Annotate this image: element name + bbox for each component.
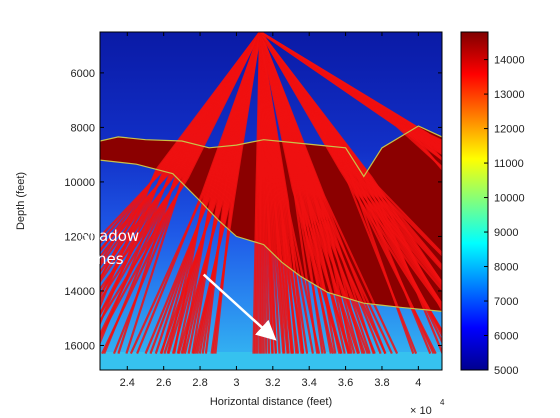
- x-axis: 2.4 2.6 2.8 3 3.2 3.4 3.6 3.8 4: [120, 32, 421, 389]
- ray-path: [259, 32, 442, 286]
- x-tick-label: 3.6: [338, 377, 353, 389]
- x-axis-label: Horizontal distance (feet): [210, 396, 332, 408]
- colorbar-tick-label: 14000: [494, 55, 525, 67]
- y-tick-label: 6000: [71, 68, 95, 80]
- x-multiplier-exponent: 4: [440, 398, 445, 407]
- top-boundary-line: [100, 125, 442, 178]
- colorbar-tick-label: 13000: [494, 89, 525, 101]
- y-tick-label: 10000: [64, 177, 95, 189]
- ray-bundle: [129, 32, 262, 355]
- ray-path: [210, 32, 262, 354]
- y-axis-label: Depth (feet): [15, 172, 27, 230]
- colorbar-tick-label: 10000: [494, 193, 525, 205]
- annotation-line-2: zones: [80, 250, 124, 268]
- x-tick-label: 2.6: [156, 377, 171, 389]
- ray-path: [259, 32, 399, 355]
- colorbar-tick-label: 7000: [494, 296, 518, 308]
- annotation-arrow: [202, 273, 277, 341]
- plot-area: [100, 32, 442, 370]
- annotation-line-1: Shadow: [80, 227, 139, 245]
- colorbar-tick-label: 9000: [494, 227, 518, 239]
- x-tick-label: 3.8: [374, 377, 389, 389]
- ray-path: [259, 32, 305, 354]
- y-tick-label: 8000: [71, 122, 95, 134]
- colorbar-tick-label: 8000: [494, 262, 518, 274]
- colorbar-tick-label: 5000: [494, 365, 518, 377]
- colorbar-ticks: 5000 6000 7000 8000 9000 10000 11000 12000 13000…: [484, 55, 525, 377]
- y-axis: 6000 8000 10000 12000 14000 16000: [64, 68, 442, 352]
- ray-bundle: [252, 32, 321, 354]
- colorbar-tick-label: 11000: [494, 158, 524, 170]
- ray-bundle: [259, 32, 442, 171]
- colorbar: [460, 31, 489, 371]
- annotation: Shadow zones: [80, 227, 277, 341]
- ray-path: [100, 32, 262, 323]
- x-tick-label: 3: [233, 377, 239, 389]
- x-tick-label: 3.2: [265, 377, 280, 389]
- x-tick-label: 2.8: [192, 377, 207, 389]
- colorbar-tick-label: 6000: [494, 331, 518, 343]
- y-tick-label: 12000: [64, 231, 95, 243]
- x-multiplier: × 10: [410, 405, 432, 417]
- y-tick-label: 14000: [64, 286, 95, 298]
- ray-paths: [100, 32, 442, 355]
- bottom-layer: [100, 352, 442, 370]
- salt-base-line: [100, 159, 442, 312]
- plot-frame: [99, 31, 443, 371]
- x-tick-label: 4: [415, 377, 421, 389]
- y-tick-label: 16000: [64, 340, 95, 352]
- ray-path: [259, 32, 442, 151]
- x-tick-label: 3.4: [302, 377, 317, 389]
- colorbar-tick-label: 12000: [494, 124, 525, 136]
- x-tick-label: 2.4: [120, 377, 135, 389]
